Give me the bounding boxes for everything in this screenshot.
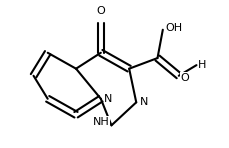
Text: OH: OH (165, 23, 182, 33)
Text: O: O (164, 23, 173, 33)
Text: N: N (139, 97, 147, 107)
Text: NH: NH (93, 116, 109, 127)
Text: H: H (197, 60, 206, 70)
Text: O: O (96, 6, 105, 16)
Text: N: N (104, 94, 112, 104)
Text: O: O (180, 73, 188, 83)
